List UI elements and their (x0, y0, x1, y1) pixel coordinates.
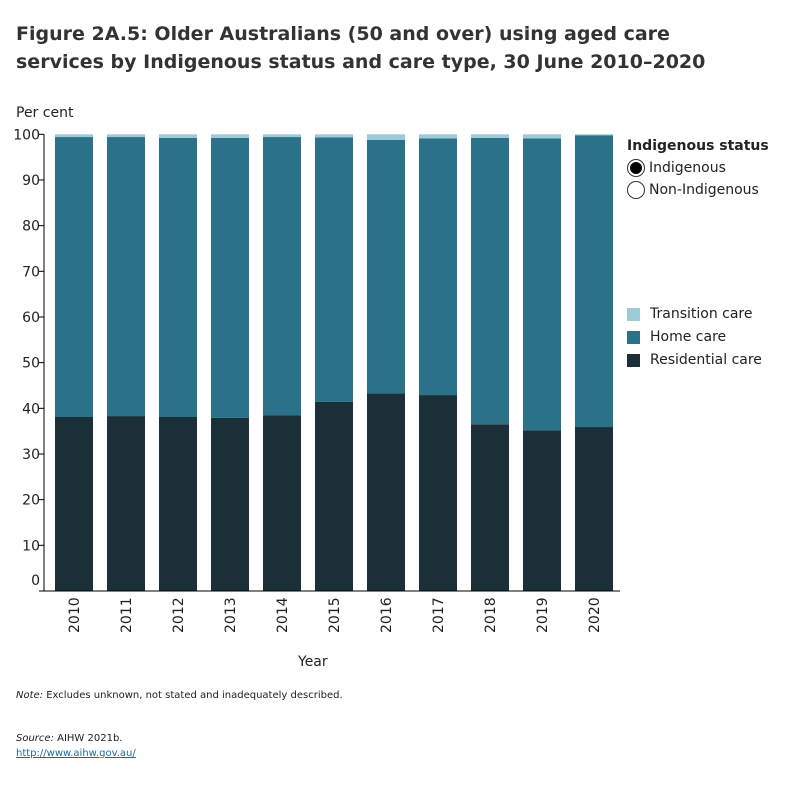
y-tick-label: 10 (22, 538, 40, 554)
note-label: Note: (16, 690, 44, 701)
legend-item-transition-care: Transition care (627, 306, 753, 322)
bar-home-care (315, 137, 353, 402)
bar-transition-care (367, 134, 405, 140)
x-tick-label: 2019 (535, 597, 551, 633)
bar-residential-care (55, 416, 93, 591)
y-tick-label: 50 (22, 356, 40, 372)
x-tick-label: 2013 (223, 597, 239, 633)
x-axis-title: Year (298, 654, 328, 670)
bar-transition-care (211, 134, 249, 138)
bar-transition-care (55, 134, 93, 138)
bar-home-care (107, 137, 145, 417)
note-text: Excludes unknown, not stated and inadequ… (43, 690, 343, 701)
bar-home-care (55, 137, 93, 417)
bar-transition-care (575, 134, 613, 136)
y-tick-label: 80 (22, 219, 40, 235)
bar-transition-care (419, 134, 457, 139)
bar-home-care (367, 139, 405, 394)
bar-home-care (523, 138, 561, 431)
y-tick-label: 90 (22, 173, 40, 189)
y-tick-label: 30 (22, 447, 40, 463)
source-label: Source: (16, 733, 54, 744)
y-axis-title: Per cent (16, 105, 74, 121)
bar-residential-care (159, 416, 197, 591)
source-link[interactable]: http://www.aihw.gov.au/ (16, 748, 136, 759)
bar-transition-care (159, 134, 197, 138)
bar-transition-care (523, 134, 561, 139)
legend-item-residential-care: Residential care (627, 352, 762, 368)
bar-home-care (471, 137, 509, 425)
legend-label: Residential care (650, 352, 762, 368)
x-tick-label: 2012 (171, 597, 187, 633)
x-tick-label: 2016 (379, 597, 395, 633)
bar-residential-care (367, 393, 405, 591)
bar-residential-care (315, 401, 353, 591)
bar-transition-care (263, 134, 301, 138)
bar-home-care (211, 137, 249, 418)
bar-home-care (263, 137, 301, 416)
legend-label: Transition care (650, 306, 753, 322)
bar-residential-care (471, 424, 509, 591)
bar-residential-care (107, 416, 145, 591)
y-tick-label: 100 (13, 127, 40, 143)
bar-home-care (575, 135, 613, 428)
bar-residential-care (419, 395, 457, 591)
bar-residential-care (523, 430, 561, 591)
note: Note: Excludes unknown, not stated and i… (16, 690, 343, 701)
x-tick-label: 2018 (483, 597, 499, 633)
bar-transition-care (315, 134, 353, 138)
legend-item-home-care: Home care (627, 329, 726, 345)
y-tick-label: 20 (22, 493, 40, 509)
source-text: AIHW 2021b. (53, 733, 123, 744)
bar-transition-care (107, 134, 145, 138)
legend-swatch (627, 307, 640, 321)
bar-transition-care (471, 134, 509, 138)
radio-unselected-icon[interactable] (627, 181, 645, 199)
filter-option-indigenous[interactable]: Indigenous (627, 159, 726, 177)
radio-selected-icon[interactable] (627, 159, 645, 177)
legend-label: Home care (650, 329, 727, 345)
bar-home-care (419, 138, 457, 396)
bar-residential-care (263, 415, 301, 591)
legend-swatch (627, 330, 640, 344)
chart-title: Figure 2A.5: Older Australians (50 and o… (16, 23, 706, 73)
x-tick-label: 2010 (67, 597, 83, 633)
filter-option-label: Non-Indigenous (649, 182, 759, 198)
bar-home-care (159, 137, 197, 417)
y-tick-label: 0 (31, 573, 40, 589)
y-tick-label: 40 (22, 401, 40, 417)
filter-title: Indigenous status (627, 138, 769, 154)
x-tick-label: 2015 (327, 597, 343, 633)
source: Source: AIHW 2021b. (16, 733, 122, 744)
x-tick-label: 2017 (431, 597, 447, 633)
x-tick-label: 2014 (275, 597, 291, 633)
x-tick-label: 2020 (587, 597, 603, 633)
y-tick-label: 70 (22, 264, 40, 280)
legend-swatch (627, 353, 640, 367)
filter-option-label: Indigenous (649, 160, 726, 176)
y-tick-label: 60 (22, 310, 40, 326)
bar-residential-care (575, 427, 613, 591)
x-tick-label: 2011 (119, 597, 135, 633)
filter-option-non-indigenous[interactable]: Non-Indigenous (627, 181, 759, 199)
bar-residential-care (211, 417, 249, 591)
